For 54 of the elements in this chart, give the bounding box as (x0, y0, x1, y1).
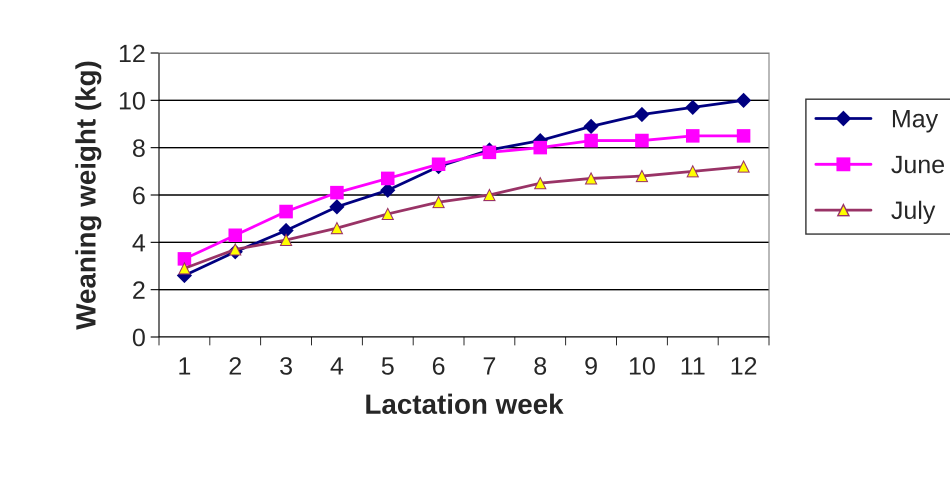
point (736, 92, 751, 108)
point (178, 252, 192, 266)
y-tick-label: 4 (132, 234, 146, 252)
y-tick-label: 2 (133, 281, 145, 299)
y-tick-label: 0 (132, 328, 145, 346)
x-axis-title: Lactation week (366, 394, 564, 414)
x-tick-label: 3 (280, 357, 292, 375)
x-tick-label: 12 (732, 357, 756, 375)
point (432, 196, 445, 208)
y-tick-label: 12 (120, 44, 145, 62)
point (330, 222, 343, 234)
point (330, 186, 344, 200)
point (585, 172, 598, 185)
y-axis-title: Weaning weight (kg) (75, 62, 102, 330)
legend-label: June (891, 156, 944, 174)
y-tick-label: 10 (120, 92, 145, 110)
point (482, 146, 496, 160)
x-tick-label: 10 (630, 357, 655, 375)
x-tick-label: 8 (534, 357, 546, 375)
point (736, 129, 750, 143)
legend-label: May (892, 110, 938, 132)
x-tick-label: 4 (330, 357, 344, 375)
y-tick-label: 6 (133, 186, 145, 204)
point (279, 204, 293, 218)
point (178, 262, 190, 274)
point (380, 172, 395, 186)
point (636, 170, 648, 182)
point (432, 157, 446, 172)
x-tick-label: 1 (179, 357, 190, 375)
point (584, 134, 598, 148)
point (228, 228, 242, 242)
point (685, 100, 700, 115)
x-tick-label: 9 (585, 357, 597, 375)
x-tick-label: 2 (230, 357, 241, 375)
point (686, 165, 699, 178)
point (634, 107, 650, 122)
point (686, 129, 700, 143)
point (278, 223, 294, 238)
point (534, 177, 546, 190)
point (280, 234, 292, 246)
point (635, 134, 649, 148)
point (533, 140, 548, 154)
x-tick-label: 6 (432, 357, 444, 375)
point (483, 188, 496, 202)
point (382, 208, 394, 220)
point (738, 160, 750, 173)
point (584, 118, 598, 134)
x-tick-label: 11 (682, 357, 705, 375)
x-tick-label: 7 (484, 357, 496, 375)
point (229, 243, 242, 256)
y-tick-label: 8 (132, 139, 145, 157)
legend-label: July (891, 200, 936, 224)
x-tick-label: 5 (382, 357, 394, 375)
point (330, 199, 344, 214)
